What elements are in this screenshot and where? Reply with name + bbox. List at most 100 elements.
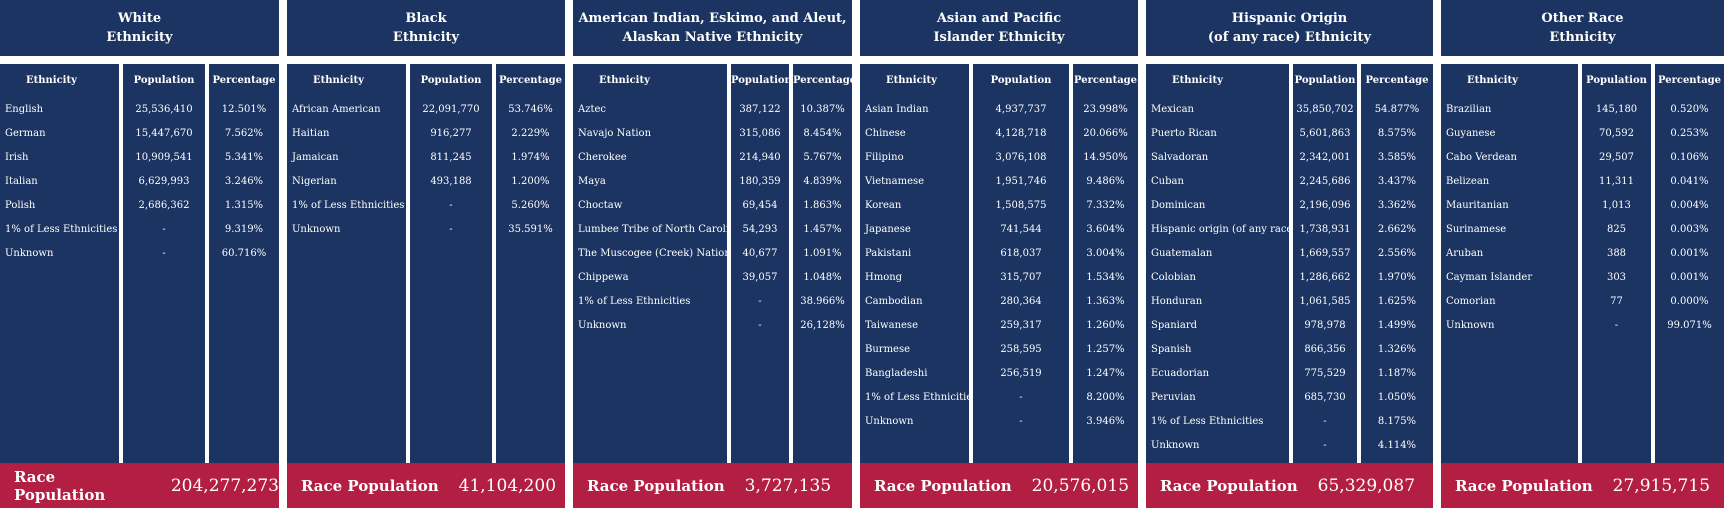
race-population-value: 20,576,015 (1031, 475, 1130, 496)
population-cell: - (758, 296, 762, 307)
percentage-cell: 23.998% (1083, 104, 1128, 115)
ethnicity-cell: The Muscogee (Creek) Nation (578, 248, 727, 259)
panel-title: Asian and Pacific Islander Ethnicity (860, 0, 1138, 56)
column-header-ethnicity: Ethnicity (599, 75, 650, 86)
percentage-column: Percentage 10.387% 8.454% 5.767% 4.839% 1.863… (793, 64, 856, 463)
population-cell: 3,076,108 (995, 152, 1047, 163)
population-cell: 77 (1610, 296, 1623, 307)
percentage-cell: 8.175% (1377, 416, 1417, 427)
percentage-cell: 1.974% (511, 152, 550, 163)
population-cell: 4,128,718 (995, 128, 1047, 139)
population-cell: - (1019, 416, 1023, 427)
population-cell: 2,196,096 (1299, 200, 1351, 211)
ethnicity-cell: English (5, 104, 44, 115)
percentage-cell: 1.326% (1377, 344, 1417, 355)
percentage-cell: 54.877% (1374, 104, 1420, 115)
race-population-label: Race Population (14, 467, 106, 504)
percentage-cell: 35.591% (508, 224, 553, 235)
column-header-ethnicity: Ethnicity (313, 75, 364, 86)
percentage-cell: 1.050% (1377, 392, 1417, 403)
column-header-ethnicity: Ethnicity (26, 75, 77, 86)
population-cell: 2,245,686 (1299, 176, 1351, 187)
percentage-cell: 38.966% (800, 296, 845, 307)
percentage-cell: 0.041% (1670, 176, 1709, 187)
ethnicity-cell: Irish (5, 152, 29, 163)
population-cell: 978,978 (1304, 320, 1346, 331)
population-column: Population 22,091,770 916,277 811,245 493,18… (410, 64, 492, 463)
percentage-cell: 1.247% (1086, 368, 1125, 379)
race-population-footer: Race Population 3,727,135 (573, 463, 852, 508)
population-column: Population 145,180 70,592 29,507 11,311 1,013… (1582, 64, 1651, 463)
race-population-label: Race Population (874, 476, 1012, 495)
ethnicity-cell: 1% of Less Ethnicities (1151, 416, 1264, 427)
panel-title: Other Race Ethnicity (1441, 0, 1724, 56)
population-cell: 303 (1606, 272, 1627, 283)
population-cell: 35,850,702 (1296, 104, 1354, 115)
ethnicity-cell: Chinese (865, 128, 906, 139)
population-column: Population 387,122 315,086 214,940 180,359 69… (731, 64, 792, 463)
percentage-cell: 1.187% (1377, 368, 1417, 379)
ethnicity-column: Ethnicity African American Haitian Jamaican… (287, 64, 406, 463)
population-cell: 6,629,993 (138, 176, 190, 187)
ethnicity-cell: Aruban (1446, 248, 1484, 259)
population-column: Population 35,850,702 5,601,863 2,342,001 2,… (1293, 64, 1357, 463)
population-cell: 15,447,670 (135, 128, 193, 139)
percentage-cell: 2.229% (511, 128, 550, 139)
race-population-label: Race Population (587, 476, 725, 495)
ethnicity-cell: German (5, 128, 46, 139)
ethnicity-column: Ethnicity Asian Indian Chinese Filipino Viet… (860, 64, 969, 463)
percentage-cell: 1.257% (1086, 344, 1125, 355)
panel-title: White Ethnicity (0, 0, 279, 56)
race-population-value: 27,915,715 (1612, 475, 1711, 496)
population-cell: - (1614, 320, 1619, 331)
ethnicity-table: Ethnicity English German Irish Italian Polish… (0, 64, 279, 463)
ethnicity-cell: Belizean (1446, 176, 1490, 187)
population-cell: 825 (1606, 224, 1627, 235)
ethnicity-cell: Vietnamese (865, 176, 925, 187)
population-cell: 811,245 (430, 152, 472, 163)
percentage-cell: 2.662% (1377, 224, 1417, 235)
population-cell: 180,359 (739, 176, 781, 187)
population-cell: 25,536,410 (135, 104, 193, 115)
ethnicity-table: Ethnicity Brazilian Guyanese Cabo Verdean Be… (1441, 64, 1724, 463)
column-header-ethnicity: Ethnicity (1467, 75, 1518, 86)
ethnicity-cell: 1% of Less Ethnicities (5, 224, 118, 235)
ethnicity-cell: Mexican (1151, 104, 1194, 115)
percentage-column: Percentage 12.501% 7.562% 5.341% 3.246% 1.315… (209, 64, 279, 463)
percentage-cell: 1.534% (1086, 272, 1125, 283)
population-cell: - (1323, 440, 1327, 451)
ethnicity-cell: Spaniard (1151, 320, 1197, 331)
population-cell: 11,311 (1599, 176, 1634, 187)
column-header-ethnicity: Ethnicity (886, 75, 937, 86)
population-cell: 54,293 (742, 224, 778, 235)
population-cell: 916,277 (430, 128, 472, 139)
percentage-cell: 0.001% (1670, 248, 1709, 259)
percentage-cell: 1.625% (1377, 296, 1417, 307)
percentage-column: Percentage 54.877% 8.575% 3.585% 3.437% 3.362… (1361, 64, 1433, 463)
ethnicity-column: Ethnicity English German Irish Italian Polish… (0, 64, 119, 463)
panel-other-race: Other Race Ethnicity Ethnicity Brazilian Gu… (1441, 0, 1724, 508)
ethnicity-cell: Choctaw (578, 200, 623, 211)
population-cell: - (1019, 392, 1023, 403)
percentage-cell: 9.319% (224, 224, 264, 235)
percentage-cell: 3.246% (224, 176, 264, 187)
ethnicity-cell: Korean (865, 200, 902, 211)
percentage-cell: 60.716% (221, 248, 267, 259)
population-cell: 29,507 (1599, 152, 1634, 163)
percentage-cell: 0.000% (1670, 296, 1709, 307)
population-cell: 145,180 (1595, 104, 1638, 115)
population-cell: 2,342,001 (1299, 152, 1351, 163)
percentage-column: Percentage 23.998% 20.066% 14.950% 9.486% 7.3… (1073, 64, 1138, 463)
ethnicity-cell: Nigerian (292, 176, 337, 187)
percentage-cell: 1.315% (224, 200, 264, 211)
ethnicity-table: Ethnicity Asian Indian Chinese Filipino Viet… (860, 64, 1138, 463)
population-cell: 22,091,770 (422, 104, 480, 115)
race-population-label: Race Population (1160, 476, 1298, 495)
column-header-population: Population (731, 75, 792, 86)
panel-title: Black Ethnicity (287, 0, 565, 56)
percentage-cell: 1.457% (803, 224, 842, 235)
percentage-cell: 1.499% (1377, 320, 1417, 331)
percentage-column: Percentage 0.520% 0.253% 0.106% 0.041% 0.004%… (1655, 64, 1724, 463)
percentage-cell: 9.486% (1086, 176, 1125, 187)
ethnicity-cell: Polish (5, 200, 36, 211)
